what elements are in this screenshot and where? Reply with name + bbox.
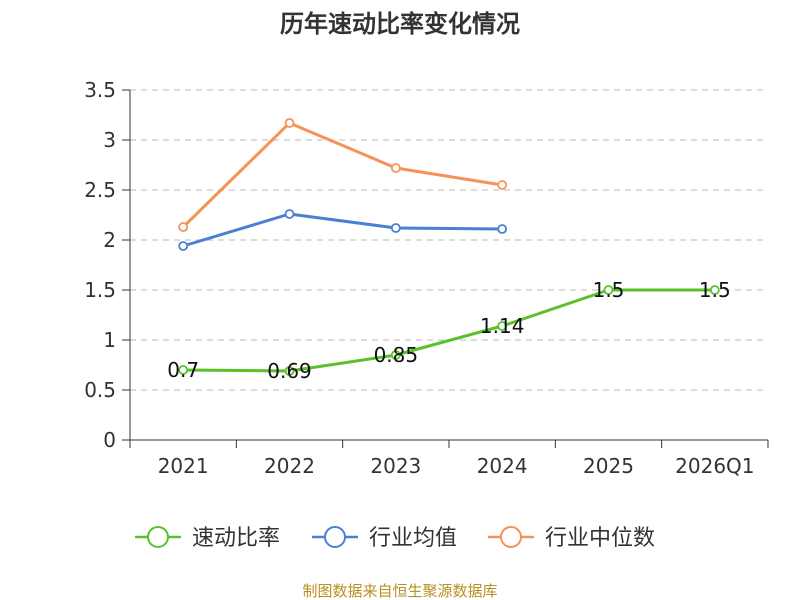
data-point [497, 180, 508, 190]
data-point [178, 241, 189, 251]
data-label: 0.85 [374, 343, 419, 367]
y-tick-labels: 0 0.5 1 1.5 2 2.5 3 3.5 [84, 78, 116, 452]
y-tick-label: 3.5 [84, 78, 116, 102]
x-tick-label: 2022 [264, 454, 315, 478]
series-group [178, 118, 720, 376]
series-line [183, 288, 715, 373]
x-tick-label: 2021 [158, 454, 209, 478]
series-line [182, 212, 503, 248]
data-point [603, 285, 614, 295]
data-point [284, 366, 295, 376]
data-label: 0.69 [267, 359, 312, 383]
data-point [709, 285, 720, 295]
y-tick-label: 2.5 [84, 178, 116, 202]
data-point [390, 350, 401, 360]
legend-marker [500, 526, 522, 548]
x-tick-label: 2025 [583, 454, 634, 478]
data-point [284, 118, 295, 128]
x-tick-label: 2023 [370, 454, 421, 478]
y-tick-label: 1 [103, 328, 116, 352]
y-tick-label: 0.5 [84, 378, 116, 402]
data-point [284, 209, 295, 219]
data-point [390, 223, 401, 233]
data-label: 1.5 [593, 278, 625, 302]
data-label: 1.14 [480, 314, 525, 338]
grid-lines [130, 89, 768, 391]
y-tick-label: 3 [103, 128, 116, 152]
x-tick-labels: 2021 2022 2023 2024 2025 2026Q1 [158, 454, 755, 478]
x-tick-label: 2024 [477, 454, 528, 478]
legend: 速动比率 行业均值 行业中位数 [135, 526, 655, 551]
data-label: 0.7 [167, 358, 199, 382]
data-point [497, 224, 508, 234]
data-point [390, 163, 401, 173]
data-labels: 0.7 0.69 0.85 1.14 1.5 1.5 [167, 278, 730, 383]
data-point [497, 321, 508, 331]
data-point [178, 222, 189, 232]
x-tick-label: 2026Q1 [675, 454, 754, 478]
legend-label: 行业均值 [369, 526, 457, 551]
data-point [178, 365, 189, 375]
footer-source: 制图数据来自恒生聚源数据库 [302, 582, 497, 600]
legend-marker [147, 526, 169, 548]
legend-label: 速动比率 [192, 526, 280, 551]
legend-label: 行业中位数 [545, 526, 655, 551]
data-label: 1.5 [699, 278, 731, 302]
y-tick-label: 0 [103, 428, 116, 452]
chart-title: 历年速动比率变化情况 [280, 10, 520, 38]
series-line [182, 121, 503, 229]
y-tick-label: 2 [103, 228, 116, 252]
legend-marker [324, 526, 346, 548]
y-tick-label: 1.5 [84, 278, 116, 302]
axes [122, 89, 769, 448]
